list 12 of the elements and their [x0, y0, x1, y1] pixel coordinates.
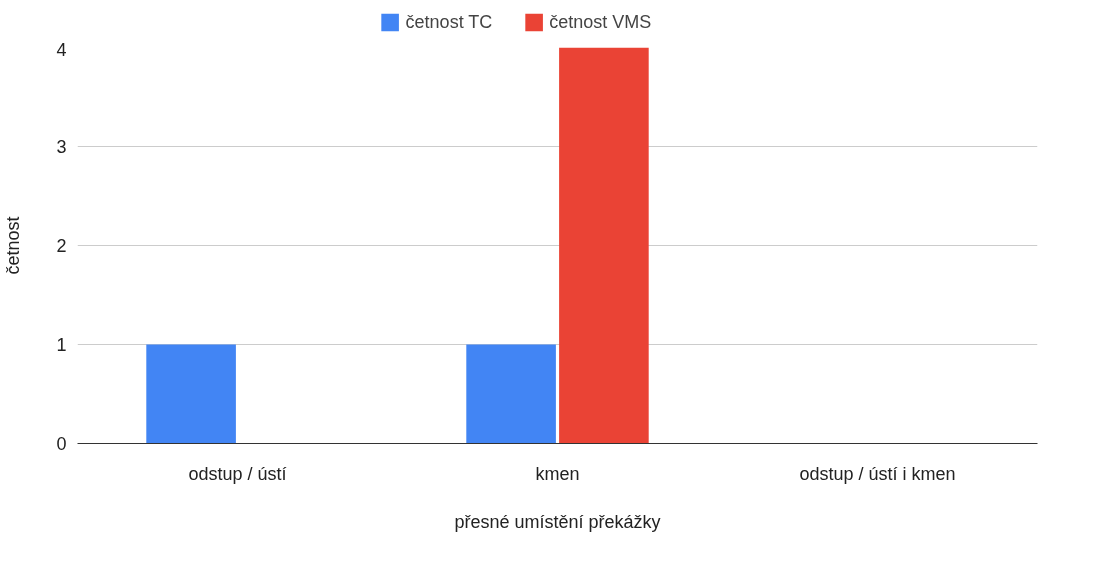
y-tick-label: 2: [56, 236, 67, 256]
y-tick-label: 3: [56, 137, 67, 157]
legend-label: četnost TC: [405, 11, 493, 33]
y-tick-label: 1: [56, 335, 67, 355]
y-tick-label: 0: [56, 434, 67, 454]
x-axis-title: přesné umístění překážky: [454, 511, 661, 532]
legend-label: četnost VMS: [549, 11, 652, 33]
x-tick-label: odstup / ústí i kmen: [799, 463, 956, 484]
x-tick-label: kmen: [535, 463, 580, 484]
x-tick-label: odstup / ústí: [188, 463, 287, 484]
y-axis-title: četnost: [3, 216, 24, 275]
y-tick-label: 4: [56, 39, 67, 60]
